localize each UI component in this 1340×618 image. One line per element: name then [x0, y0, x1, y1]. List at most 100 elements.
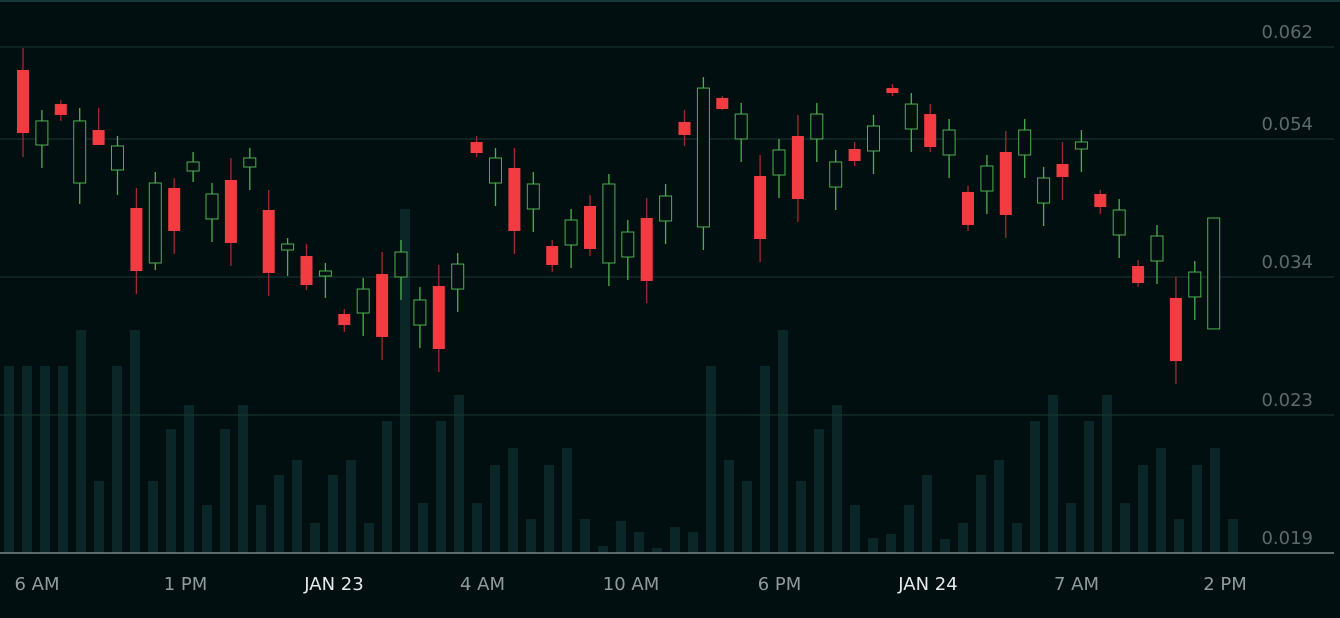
- volume-bar: [454, 395, 464, 553]
- volume-bar: [1228, 519, 1238, 553]
- candle-body: [451, 263, 465, 290]
- candle-body: [526, 183, 540, 210]
- candle-body: [546, 246, 559, 265]
- volume-bar: [814, 429, 824, 553]
- candle-body: [772, 149, 786, 176]
- candle-body: [1056, 163, 1069, 178]
- candle-body: [413, 299, 427, 326]
- volume-bar: [724, 460, 734, 553]
- volume-bar: [832, 405, 842, 553]
- candle-body: [640, 218, 653, 282]
- candle-body: [508, 167, 521, 231]
- candle-body: [338, 314, 351, 326]
- volume-bar: [976, 475, 986, 553]
- candle-body: [754, 175, 767, 239]
- volume-bar: [328, 475, 338, 553]
- candle-body: [432, 286, 445, 350]
- volume-bar: [1120, 503, 1130, 553]
- volume-bar: [184, 405, 194, 553]
- volume-bar: [238, 405, 248, 553]
- candle-body: [376, 274, 389, 337]
- candle-body: [470, 141, 483, 154]
- volume-bar: [796, 481, 806, 553]
- volume-bar: [4, 366, 14, 553]
- volume-bar: [544, 465, 554, 553]
- candle-body: [924, 114, 937, 148]
- volume-bar: [868, 538, 878, 553]
- candle-body: [999, 151, 1012, 215]
- x-tick-label: JAN 23: [303, 574, 363, 595]
- candle-body: [186, 161, 200, 172]
- y-tick-label: 0.034: [1261, 252, 1313, 273]
- volume-bar: [292, 460, 302, 553]
- candle-body: [356, 288, 370, 314]
- x-tick-label: 6 PM: [758, 574, 802, 595]
- candle-body: [489, 157, 502, 184]
- candle-body: [621, 231, 635, 258]
- candle-body: [205, 193, 219, 220]
- volume-bar: [148, 481, 158, 553]
- candle-body: [394, 251, 408, 278]
- volume-bar: [1156, 448, 1166, 553]
- candle-body: [1132, 266, 1145, 284]
- volume-bar: [616, 521, 626, 553]
- volume-bar: [274, 475, 284, 553]
- volume-bar: [670, 527, 680, 553]
- candle-body: [980, 165, 994, 192]
- candle-body: [1188, 271, 1202, 298]
- candle-body: [262, 210, 275, 273]
- y-tick-label: 0.054: [1261, 114, 1313, 135]
- x-tick-label: 7 AM: [1054, 574, 1099, 595]
- candle-body: [962, 191, 974, 225]
- volume-bar: [580, 519, 590, 553]
- y-tick-label: 0.019: [1261, 528, 1313, 549]
- x-tick-label: 10 AM: [603, 574, 659, 595]
- volume-bar: [1084, 421, 1094, 553]
- volume-bar: [472, 503, 482, 553]
- candle-body: [1074, 141, 1088, 150]
- x-tick-label: 1 PM: [164, 574, 208, 595]
- volume-bar: [1192, 465, 1202, 553]
- y-tick-label: 0.023: [1261, 390, 1313, 411]
- candle-body: [54, 104, 67, 115]
- y-tick-label: 0.062: [1261, 22, 1313, 43]
- candle-body: [224, 179, 237, 243]
- volume-bar: [382, 421, 392, 553]
- candle-body: [584, 205, 596, 249]
- volume-bar: [652, 548, 662, 553]
- volume-bar: [598, 546, 608, 553]
- volume-bar: [166, 429, 176, 553]
- candle-body: [1112, 209, 1126, 236]
- candle-body: [300, 256, 313, 286]
- volume-bar: [886, 534, 896, 553]
- candle-body: [734, 113, 748, 140]
- volume-bar: [562, 448, 572, 553]
- volume-bar: [346, 460, 356, 553]
- x-tick-label: 4 AM: [460, 574, 505, 595]
- volume-bar: [94, 481, 104, 553]
- candle-body: [148, 182, 162, 264]
- candle-body: [1094, 193, 1107, 208]
- volume-bar: [400, 209, 410, 553]
- volume-bar: [22, 366, 32, 553]
- candle-body: [886, 88, 899, 93]
- volume-bar: [76, 330, 86, 553]
- candle-body: [942, 129, 956, 156]
- x-tick-label: 6 AM: [14, 574, 59, 595]
- volume-bar: [904, 505, 914, 553]
- volume-bar: [220, 429, 230, 553]
- candle-body: [829, 161, 843, 188]
- candle-body: [564, 219, 578, 246]
- candle-body: [318, 270, 332, 277]
- volume-bar: [130, 330, 140, 553]
- volume-bar: [1174, 519, 1184, 553]
- candle-body: [111, 145, 124, 171]
- volume-bar: [418, 503, 428, 553]
- volume-bar: [1102, 395, 1112, 553]
- volume-bar: [1210, 448, 1220, 553]
- candle-body: [791, 136, 804, 200]
- volume-bar: [706, 366, 716, 553]
- volume-bar: [1138, 465, 1148, 553]
- volume-bar: [526, 519, 536, 553]
